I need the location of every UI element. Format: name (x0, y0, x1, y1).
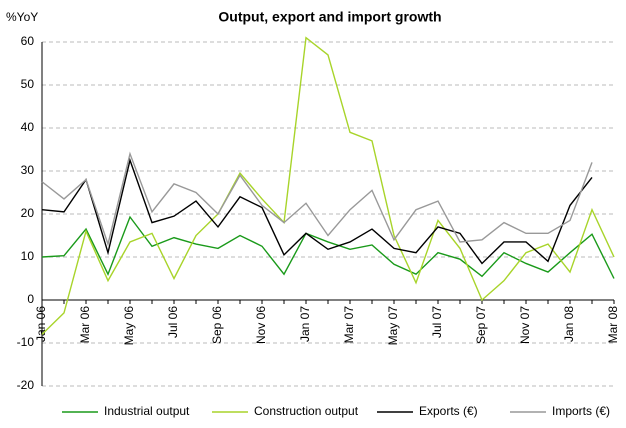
y-tick-label: 40 (21, 120, 35, 134)
series-line (41, 157, 593, 265)
series-line (41, 151, 593, 247)
x-tick-label: Mar 08 (606, 306, 620, 344)
x-tick-label: Mar 06 (78, 306, 92, 344)
x-tick-label: Jul 07 (430, 306, 444, 338)
y-tick-label: -20 (17, 378, 35, 392)
x-tick-label: Sep 07 (474, 306, 488, 344)
y-axis-label: %YoY (6, 10, 38, 24)
y-tick-label: 20 (21, 206, 35, 220)
legend-label: Imports (€) (552, 404, 610, 418)
x-tick-label: Jan 08 (562, 306, 576, 342)
y-tick-label: -10 (17, 335, 35, 349)
x-tick-label: Jan 07 (298, 306, 312, 342)
x-tick-label: Jul 06 (166, 306, 180, 338)
legend-label: Construction output (254, 404, 359, 418)
chart-title: Output, export and import growth (218, 9, 441, 25)
x-tick-label: Nov 07 (518, 306, 532, 344)
x-tick-label: Nov 06 (254, 306, 268, 344)
x-tick-label: Sep 06 (210, 306, 224, 344)
series-line (41, 36, 615, 335)
y-tick-label: 60 (21, 34, 35, 48)
x-tick-label: Mar 07 (342, 306, 356, 344)
legend-label: Exports (€) (419, 404, 478, 418)
y-tick-label: 0 (27, 292, 34, 306)
legend-label: Industrial output (104, 404, 190, 418)
y-tick-label: 10 (21, 249, 35, 263)
x-tick-label: May 07 (386, 306, 400, 346)
y-tick-label: 50 (21, 77, 35, 91)
series-line (41, 215, 615, 279)
x-tick-label: Jan 06 (34, 306, 48, 342)
y-tick-label: 30 (21, 163, 35, 177)
x-tick-label: May 06 (122, 306, 136, 346)
